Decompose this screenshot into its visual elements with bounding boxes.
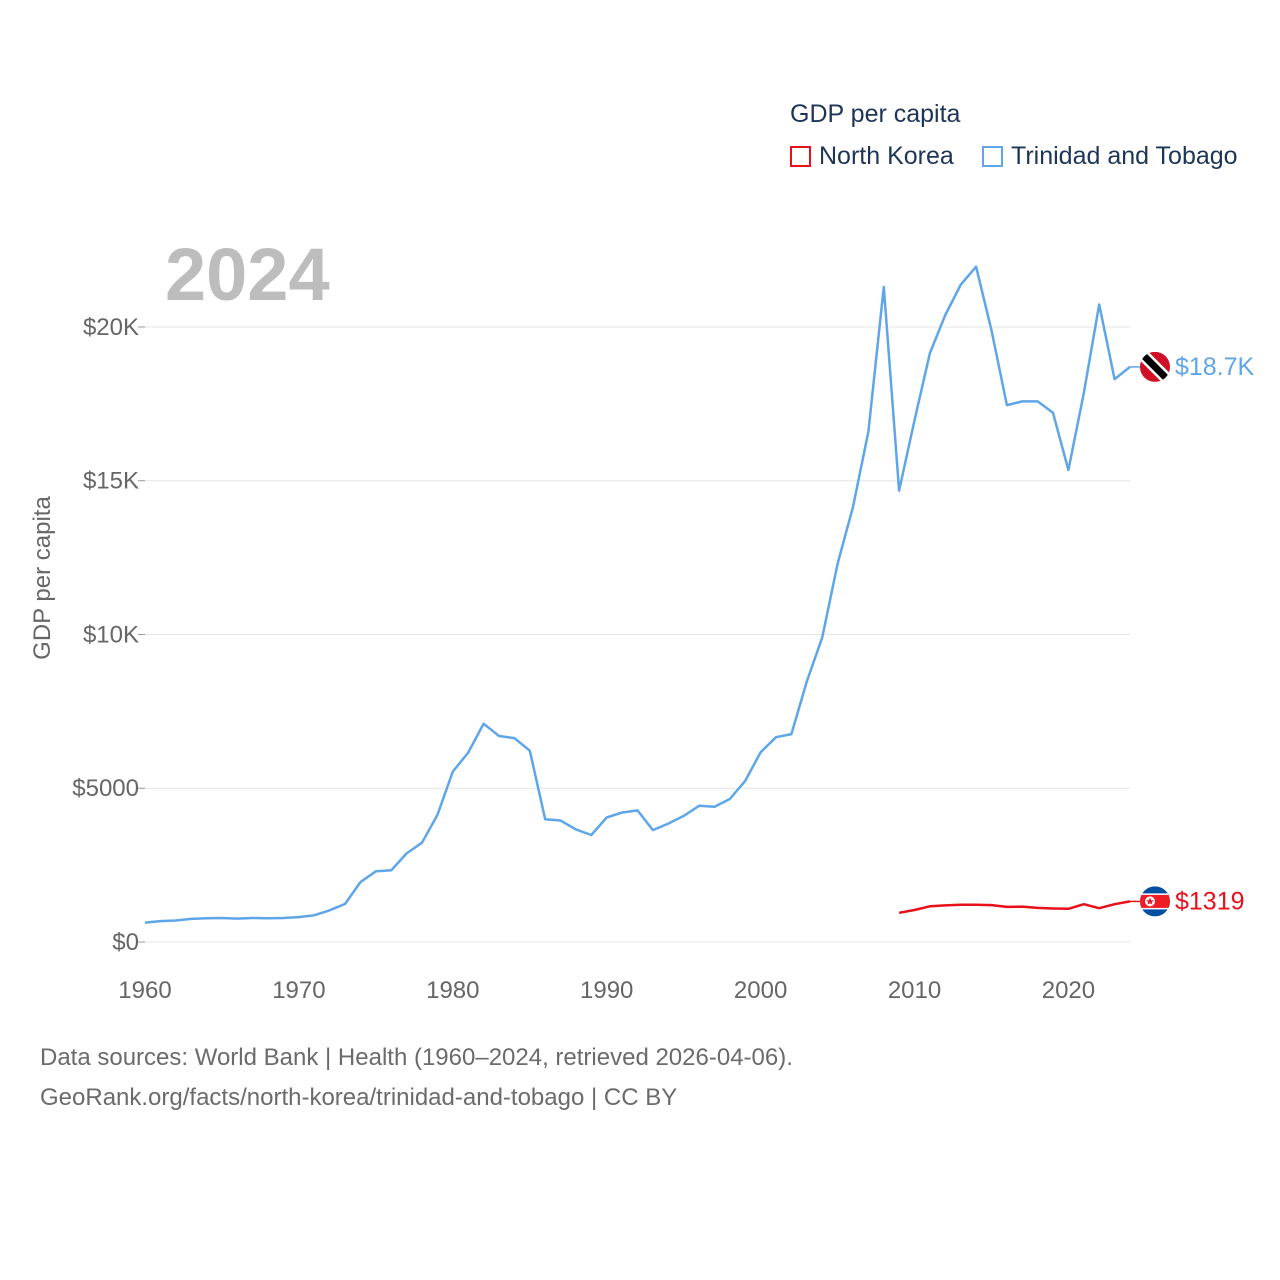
y-tick-label: $5000 bbox=[72, 775, 139, 802]
x-tick-label: 1980 bbox=[426, 977, 479, 1004]
y-tick-label: $15K bbox=[83, 468, 139, 495]
legend-label-north-korea: North Korea bbox=[819, 142, 954, 170]
trinidad-and-tobago-flag-icon bbox=[1140, 351, 1170, 382]
x-tick-label: 2010 bbox=[888, 977, 941, 1004]
footer-source: Data sources: World Bank | Health (1960–… bbox=[40, 1044, 793, 1071]
x-tick-label: 2000 bbox=[734, 977, 787, 1004]
series-line-north-korea bbox=[898, 900, 1131, 915]
x-tick-label: 2020 bbox=[1042, 977, 1095, 1004]
legend-item-trinidad-and-tobago[interactable]: Trinidad and Tobago bbox=[982, 142, 1238, 171]
y-axis-label: GDP per capita bbox=[29, 496, 56, 660]
end-label-north-korea: $1319 bbox=[1175, 887, 1245, 915]
year-label: 2024 bbox=[165, 233, 330, 316]
x-tick-label: 1990 bbox=[580, 977, 633, 1004]
legend-item-north-korea[interactable]: North Korea bbox=[790, 142, 954, 171]
y-tick-label: $20K bbox=[83, 314, 139, 341]
end-label-trinidad-and-tobago: $18.7K bbox=[1175, 353, 1255, 381]
y-tick-label: $0 bbox=[112, 929, 139, 956]
x-tick-label: 1970 bbox=[272, 977, 325, 1004]
legend-swatch-trinidad-and-tobago bbox=[982, 146, 1003, 167]
legend-title: GDP per capita bbox=[790, 100, 961, 128]
footer-link[interactable]: GeoRank.org/facts/north-korea/trinidad-a… bbox=[40, 1084, 678, 1111]
legend-label-trinidad-and-tobago: Trinidad and Tobago bbox=[1011, 142, 1238, 170]
y-tick-label: $10K bbox=[83, 621, 139, 648]
series-line-trinidad-and-tobago bbox=[144, 265, 1131, 924]
x-tick-label: 1960 bbox=[118, 977, 171, 1004]
legend-swatch-north-korea bbox=[790, 146, 811, 167]
north-korea-flag-icon bbox=[1140, 886, 1170, 917]
